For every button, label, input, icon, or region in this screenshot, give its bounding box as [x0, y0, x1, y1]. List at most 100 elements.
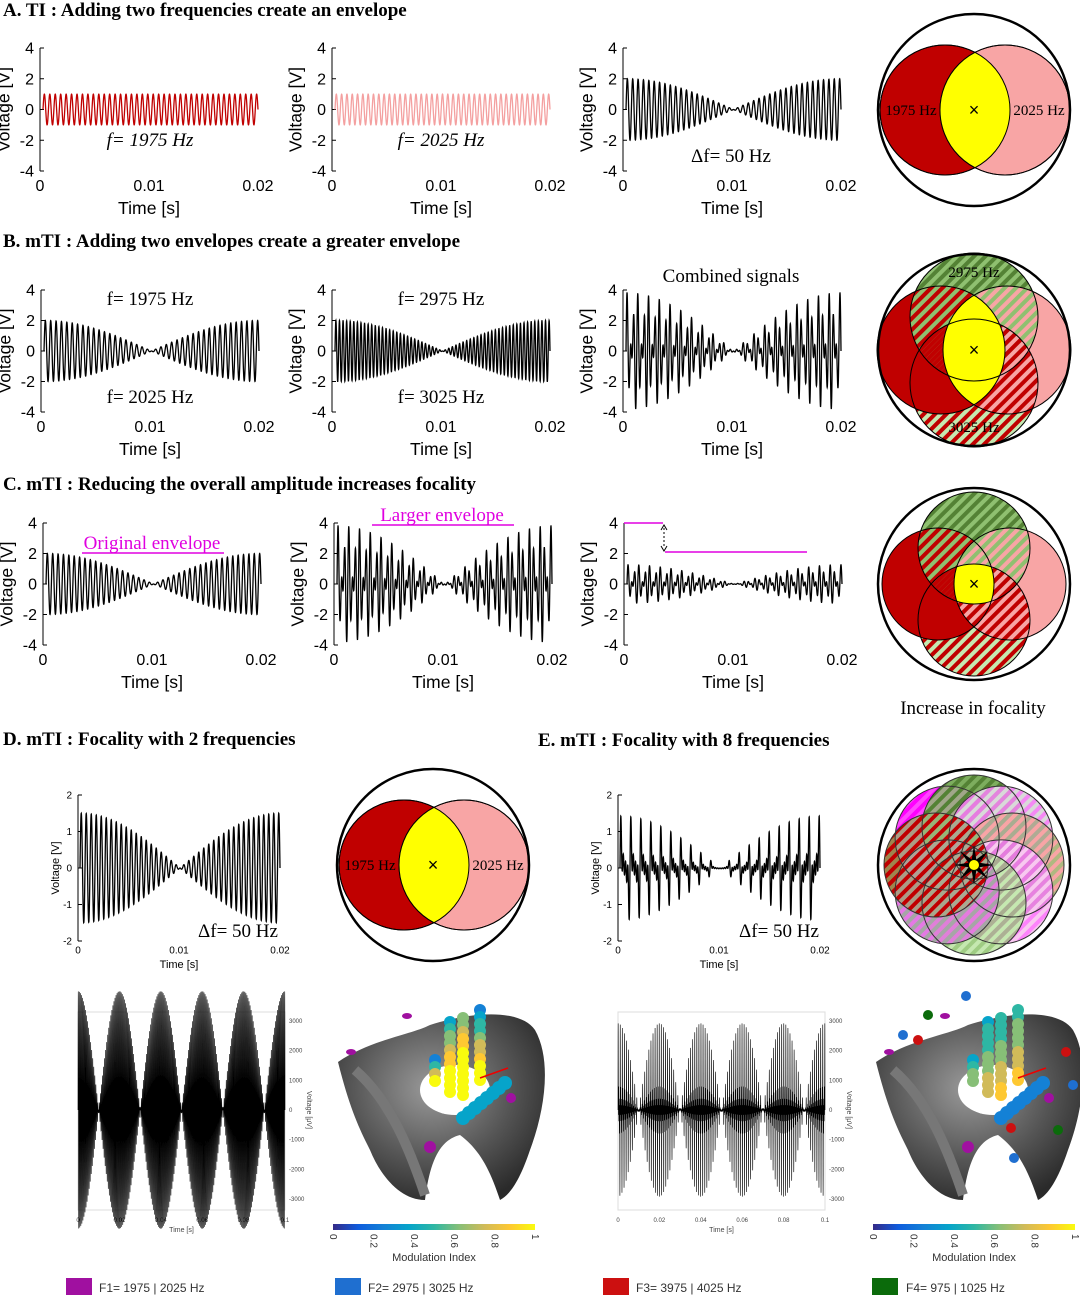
y-tick-label: 4 [317, 41, 326, 58]
a1-frequency-label: f= 1975 Hz [107, 130, 194, 151]
y-axis-label: Voltage [V] [0, 541, 17, 626]
waveform-D_bottom [77, 991, 286, 1229]
waveform-A1 [42, 93, 259, 126]
waveform-E [619, 814, 821, 921]
legend-swatch-f1 [66, 1278, 92, 1295]
colorbar-tick-label: 0.8 [489, 1234, 500, 1248]
y-tick-label: 2 [28, 546, 37, 563]
venn-label-bottom: 3025 Hz [948, 420, 1000, 436]
y-axis-label: Voltage [V] [578, 541, 598, 626]
e-delta-label: Δf= 50 Hz [739, 921, 819, 942]
x-tick-label: 0 [615, 946, 621, 957]
y-tick-label: -4 [312, 164, 326, 181]
y-axis-label: Voltage [V] [50, 841, 62, 894]
x-tick-label: 0.01 [709, 946, 729, 957]
y-tick-label: 4 [26, 283, 35, 300]
focal-region [940, 45, 1010, 175]
x-tick-label: 0.01 [134, 419, 165, 436]
panel-d-title: D. mTI : Focality with 2 frequencies [3, 729, 296, 750]
panel-a-title: A. TI : Adding two frequencies create an… [3, 0, 407, 21]
y-tick-label: 2 [317, 313, 326, 330]
x-tick-label: 0 [76, 1218, 80, 1224]
b1-bottom-label: f= 2025 Hz [107, 387, 194, 408]
electrode-contact [1006, 1123, 1016, 1133]
x-tick-label: 0.02 [825, 419, 856, 436]
x-tick-label: 0.02 [270, 946, 290, 957]
x-tick-label: 0.01 [427, 652, 458, 669]
waveform-C1 [45, 552, 262, 616]
y-tick-label: 2 [319, 546, 328, 563]
y-tick-label: 0 [26, 344, 35, 361]
legend-swatch-f4 [872, 1278, 898, 1295]
y-axis-label: Voltage [V] [577, 67, 597, 152]
y-tick-label: 0 [317, 102, 326, 119]
colorbar-tick-label: 0.4 [948, 1234, 959, 1248]
electrode-f1 [346, 1049, 356, 1055]
x-tick-label: 0.02 [534, 178, 565, 195]
x-tick-label: 0.02 [536, 652, 567, 669]
y-tick-label: 4 [609, 516, 618, 533]
x-tick-label: 0 [620, 652, 629, 669]
electrode-contact [898, 1030, 908, 1040]
y-tick-label: 3000 [289, 1019, 303, 1025]
recorded-signal-plot: 3000 2000 1000 0 -1000 -2000 -3000 0 0.02 0.04 0.0… [616, 1011, 852, 1234]
a2-frequency-label: f= 2025 Hz [398, 130, 485, 151]
x-axis-label: Time [s] [701, 198, 763, 218]
colorbar-tick-label: 0 [867, 1234, 878, 1240]
y-tick-label: -4 [314, 638, 328, 655]
focus-mark-icon: × [428, 855, 439, 875]
legend-label-f3: F3= 3975 | 4025 Hz [636, 1281, 742, 1295]
overlap-hatch [884, 813, 988, 917]
y-tick-label: -1000 [289, 1138, 305, 1144]
colorbar-tick-label: 0.2 [367, 1234, 378, 1248]
electrode-f1 [1044, 1093, 1054, 1103]
legend-label-f4: F4= 975 | 1025 Hz [906, 1281, 1005, 1295]
y-tick-label: -3000 [829, 1197, 845, 1203]
y-tick-label: 0 [606, 864, 612, 875]
x-axis-label: Time [s] [700, 959, 739, 971]
venn-label-right: 2025 Hz [1013, 103, 1065, 119]
outline [953, 527, 1067, 641]
b3-combined-label: Combined signals [663, 266, 800, 287]
electrode-contact [913, 1035, 923, 1045]
x-tick-label: 0.01 [716, 178, 747, 195]
y-tick-label: 4 [317, 283, 326, 300]
colorbar-tick-label: 0.6 [988, 1234, 999, 1248]
y-tick-label: -2000 [289, 1167, 305, 1173]
y-tick-label: 0 [317, 344, 326, 361]
target-arrow-icon [1017, 1067, 1047, 1079]
x-axis-label: Time [s] [118, 198, 180, 218]
colorbar-tick-label: 0 [327, 1234, 338, 1240]
colorbar-tick-label: 0.8 [1029, 1234, 1040, 1248]
colorbar-tick-label: 1 [1069, 1234, 1080, 1240]
y-tick-label: -4 [603, 164, 617, 181]
plot-frame [77, 1011, 286, 1211]
y-tick-label: -2 [312, 133, 326, 150]
x-tick-label: 0 [75, 946, 81, 957]
x-tick-label: 0 [330, 652, 339, 669]
y-tick-label: 1 [606, 827, 612, 838]
focus-mark-icon: × [969, 574, 980, 594]
x-axis-label: Time [s] [119, 439, 181, 459]
x-tick-label: 0 [328, 419, 337, 436]
x-tick-label: 0 [39, 652, 48, 669]
y-tick-label: 2 [317, 71, 326, 88]
electrode-contact [967, 1075, 979, 1087]
electrode-f1 [884, 1049, 894, 1055]
y-tick-label: 1000 [829, 1078, 843, 1084]
head-outline [335, 767, 531, 963]
x-axis-label: Time [s] [412, 672, 474, 692]
b1-top-label: f= 1975 Hz [107, 289, 194, 310]
outline [879, 44, 1011, 176]
y-tick-label: -2000 [829, 1167, 845, 1173]
y-tick-label: 0 [289, 1108, 293, 1114]
electrode-contact [457, 1089, 469, 1101]
x-tick-label: 0.02 [825, 178, 856, 195]
x-tick-label: 0 [328, 178, 337, 195]
x-tick-label: 0.01 [133, 178, 164, 195]
